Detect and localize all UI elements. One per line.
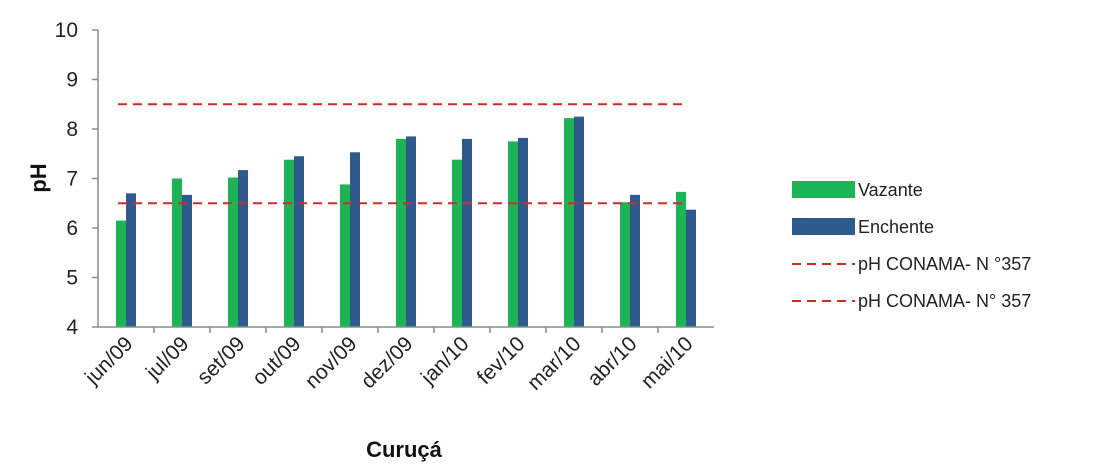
- bar-enchente-jul-09: [182, 194, 192, 327]
- bar-vazante-nov-09: [340, 184, 350, 327]
- y-tick-label: 8: [66, 118, 78, 141]
- y-tick-label: 9: [66, 69, 78, 92]
- x-tick-label: fev/10: [473, 332, 530, 389]
- bar-vazante-jan-10: [452, 159, 462, 327]
- bar-enchente-fev-10: [518, 137, 528, 327]
- y-axis-ticks: 4 5 6 7 8 9 10: [55, 19, 98, 339]
- bar-enchente-jun-09: [126, 193, 136, 327]
- x-tick-label: jun/09: [80, 332, 137, 389]
- y-tick-label: 10: [55, 19, 78, 42]
- bar-vazante-out-09: [284, 159, 294, 327]
- legend-label: Enchente: [858, 217, 934, 237]
- bar-vazante-fev-10: [508, 141, 518, 327]
- x-tick-label: dez/09: [357, 332, 418, 393]
- bar-vazante-jul-09: [172, 178, 182, 327]
- x-tick-label: out/09: [248, 332, 306, 390]
- legend: Vazante Enchente pH CONAMA- N °357 pH CONAM…: [792, 180, 1031, 311]
- x-tick-label: abr/10: [583, 332, 641, 390]
- legend-label: Vazante: [858, 180, 923, 200]
- x-tick-label: set/09: [193, 332, 250, 389]
- x-axis-title: Curuçá: [366, 437, 443, 462]
- legend-swatch: [792, 218, 855, 235]
- bar-vazante-set-09: [228, 177, 238, 327]
- bar-vazante-mar-10: [564, 118, 574, 327]
- x-tick-label: mar/10: [523, 332, 585, 394]
- bar-enchente-set-09: [238, 170, 248, 327]
- bar-enchente-mai-10: [686, 209, 696, 327]
- x-tick-label: mai/10: [637, 332, 698, 393]
- x-tick-label: jul/09: [141, 332, 193, 384]
- bar-enchente-abr-10: [630, 194, 640, 327]
- bar-enchente-out-09: [294, 156, 304, 327]
- legend-swatch: [792, 181, 855, 198]
- y-tick-label: 7: [66, 168, 78, 191]
- x-tick-label: jan/10: [416, 332, 473, 389]
- y-tick-label: 6: [66, 217, 78, 240]
- bar-enchente-mar-10: [574, 116, 584, 327]
- bar-vazante-abr-10: [620, 202, 630, 327]
- y-tick-label: 5: [66, 267, 78, 290]
- reference-lines: [118, 103, 684, 205]
- bar-enchente-nov-09: [350, 152, 360, 327]
- y-tick-label: 4: [66, 316, 78, 339]
- bars: [116, 116, 696, 327]
- bar-vazante-jun-09: [116, 220, 126, 327]
- plot-area: 4 5 6 7 8 9 10 jun/09 jul/09 set/09out/09nov/09d…: [55, 19, 714, 395]
- x-tick-label: nov/09: [301, 332, 362, 393]
- bar-vazante-mai-10: [676, 191, 686, 327]
- y-axis-title: pH: [26, 163, 51, 192]
- bar-vazante-dez-09: [396, 138, 406, 327]
- legend-label: pH CONAMA- N° 357: [858, 291, 1031, 311]
- bar-enchente-jan-10: [462, 138, 472, 327]
- bar-enchente-dez-09: [406, 136, 416, 327]
- legend-label: pH CONAMA- N °357: [858, 254, 1031, 274]
